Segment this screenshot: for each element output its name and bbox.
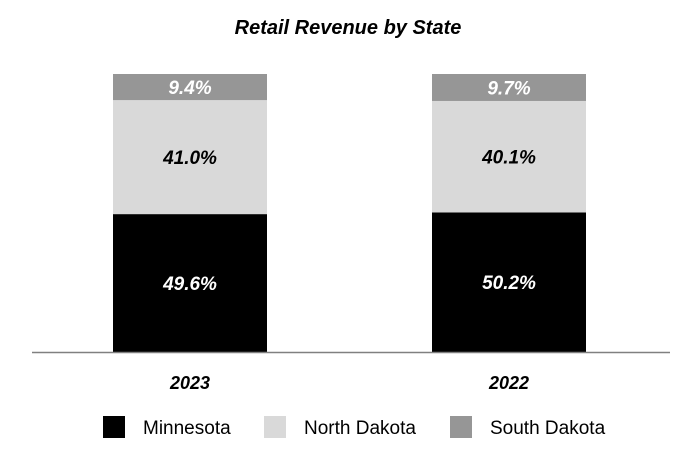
data-label-north-dakota-2023: 41.0%	[162, 148, 217, 169]
legend-swatch-north-dakota	[264, 416, 286, 438]
data-label-south-dakota-2023: 9.4%	[168, 78, 211, 99]
data-label-minnesota-2023: 49.6%	[162, 274, 217, 295]
legend-swatch-south-dakota	[450, 416, 472, 438]
category-label-2023: 2023	[169, 373, 210, 393]
bar-north-dakota-2023	[113, 100, 267, 215]
data-label-south-dakota-2022: 9.7%	[487, 78, 530, 99]
legend: Minnesota North Dakota South Dakota	[103, 416, 606, 439]
legend-label-south-dakota: South Dakota	[490, 418, 606, 439]
bar-minnesota-2022	[432, 212, 586, 352]
bars-layer: 49.6% 41.0% 9.4% 50.2% 40.1% 9.7%	[113, 74, 586, 352]
category-labels: 2023 2022	[169, 373, 529, 393]
bar-north-dakota-2022	[432, 100, 586, 213]
legend-label-minnesota: Minnesota	[143, 418, 231, 439]
chart-title: Retail Revenue by State	[235, 17, 462, 39]
bar-south-dakota-2022	[432, 74, 586, 101]
bar-south-dakota-2023	[113, 74, 267, 101]
legend-swatch-minnesota	[103, 416, 125, 438]
data-label-minnesota-2022: 50.2%	[482, 273, 536, 294]
category-label-2022: 2022	[488, 373, 529, 393]
legend-label-north-dakota: North Dakota	[304, 418, 416, 439]
data-label-north-dakota-2022: 40.1%	[481, 148, 536, 169]
bar-minnesota-2023	[113, 214, 267, 352]
